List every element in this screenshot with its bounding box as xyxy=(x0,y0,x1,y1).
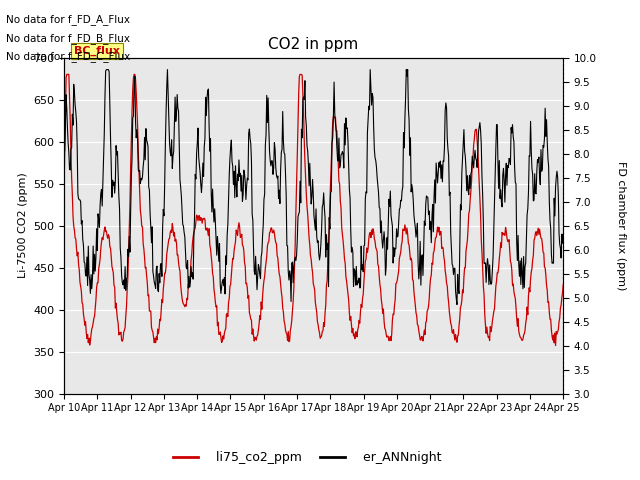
Y-axis label: FD chamber flux (ppm): FD chamber flux (ppm) xyxy=(616,161,626,290)
Title: CO2 in ppm: CO2 in ppm xyxy=(268,37,359,52)
Legend:   li75_co2_ppm,   er_ANNnight: li75_co2_ppm, er_ANNnight xyxy=(168,446,447,469)
Text: No data for f_FD_B_Flux: No data for f_FD_B_Flux xyxy=(6,33,131,44)
Text: BC_flux: BC_flux xyxy=(74,46,120,56)
Text: No data for f_FD_A_Flux: No data for f_FD_A_Flux xyxy=(6,14,131,25)
Text: No data for f_FD_C_Flux: No data for f_FD_C_Flux xyxy=(6,51,131,62)
Y-axis label: Li-7500 CO2 (ppm): Li-7500 CO2 (ppm) xyxy=(17,173,28,278)
